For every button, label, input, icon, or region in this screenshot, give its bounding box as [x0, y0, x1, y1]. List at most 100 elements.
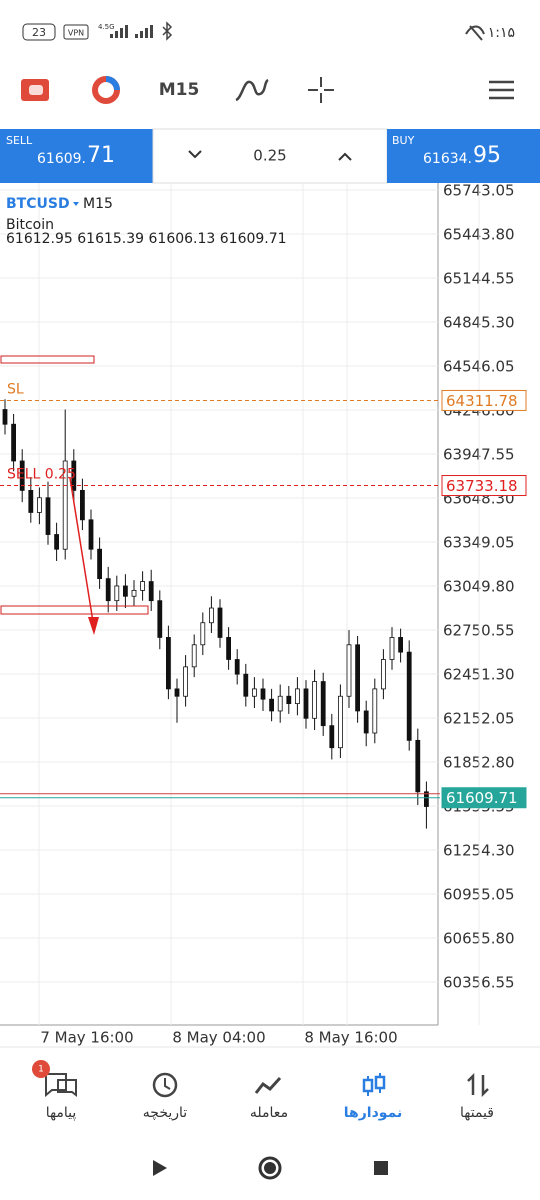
candle-body	[191, 644, 197, 668]
candle-body	[208, 607, 214, 624]
nav-label[interactable]: تاریخچه	[143, 1105, 188, 1121]
candle-body	[148, 581, 154, 602]
recents-button[interactable]	[374, 1161, 388, 1175]
price-level-tag	[441, 389, 527, 411]
home-button[interactable]	[258, 1156, 282, 1180]
buy-label: BUY	[392, 134, 415, 147]
candle-body	[165, 637, 171, 690]
drawn-rectangle	[0, 355, 95, 364]
candle-body	[294, 688, 300, 704]
candle-body	[363, 710, 369, 734]
candle-body	[320, 681, 326, 727]
candle-body	[71, 460, 77, 491]
candle-body	[380, 659, 386, 690]
chart: 65743.0565443.8065144.5564845.3064546.05…	[0, 182, 527, 1047]
candle-body	[140, 581, 146, 591]
candle-body	[423, 791, 429, 807]
price-level-name: SL	[7, 381, 24, 397]
time-tick-label: 8 May 16:00	[304, 1029, 397, 1047]
candle-body	[277, 695, 283, 712]
candle-body	[355, 644, 361, 712]
price-level-value: 63733.18	[446, 477, 518, 495]
candle-body	[54, 534, 59, 550]
candle-body	[97, 548, 102, 580]
nav-label[interactable]: نمودارها	[344, 1105, 402, 1121]
candle-body	[62, 460, 68, 550]
lot-size[interactable]: 0.25	[253, 147, 286, 165]
nav-label[interactable]: قیمتها	[460, 1105, 494, 1121]
lot-decrease[interactable]	[188, 150, 202, 159]
history-hand	[164, 1078, 171, 1090]
candle-body	[105, 578, 111, 602]
lot-increase[interactable]	[338, 152, 352, 161]
candle-body	[80, 489, 85, 521]
quotes-icon	[467, 1072, 489, 1098]
ohlc-values: 61612.95 61615.39 61606.13 61609.71	[6, 231, 287, 247]
buy-button[interactable]	[387, 129, 540, 183]
bluetooth-icon	[162, 21, 173, 41]
candle-body	[200, 622, 206, 646]
crosshair-button[interactable]	[308, 77, 334, 103]
candle-body	[234, 659, 240, 675]
vpn-label: VPN	[68, 29, 84, 38]
candle-body	[2, 409, 8, 425]
chart-timeframe: M15	[83, 196, 113, 212]
candle-body	[19, 460, 25, 491]
trade-icon	[254, 1076, 282, 1094]
price-level-name: SELL 0.25	[7, 467, 76, 483]
price-level-tag	[441, 787, 527, 809]
network-label: 4.5G	[98, 23, 115, 31]
sell-price: 61609.	[37, 151, 86, 167]
trend-arrow	[69, 477, 95, 629]
symbol-dropdown	[73, 202, 79, 206]
indicators-icon	[105, 76, 120, 91]
candle-body	[174, 688, 180, 697]
candle-body	[346, 644, 352, 697]
time-tick-label: 7 May 16:00	[40, 1029, 133, 1047]
symbols-icon	[29, 85, 43, 95]
symbol-name[interactable]: BTCUSD	[6, 196, 70, 212]
objects-button[interactable]	[235, 78, 269, 102]
toolbar: M15	[21, 76, 514, 104]
price-level-value: 64311.78	[446, 392, 518, 410]
symbol-description: Bitcoin	[6, 217, 54, 233]
candle-body	[243, 673, 249, 697]
candle-body	[123, 585, 128, 597]
candle-body	[372, 688, 378, 734]
charts-icon-candle	[374, 1075, 386, 1090]
chart-overlay	[0, 355, 149, 635]
messages-icon	[45, 1073, 77, 1098]
candle-body	[415, 739, 421, 793]
buy-price-pips: 95	[473, 143, 501, 168]
timeframe-button[interactable]: M15	[159, 80, 200, 100]
price-level-tag	[441, 475, 527, 497]
nav-label[interactable]: پیامها	[46, 1105, 77, 1121]
bottom-nav	[0, 1047, 540, 1135]
candle-body	[286, 695, 292, 704]
candle-body	[226, 637, 232, 660]
candle-body	[131, 589, 137, 597]
arrow-head	[88, 617, 99, 635]
candle-body	[389, 637, 395, 660]
battery-level: 23	[32, 26, 46, 39]
candle-body	[157, 600, 163, 638]
menu-button[interactable]	[489, 80, 514, 100]
charts-icon-candle	[362, 1078, 374, 1093]
alarm-off-icon	[465, 25, 485, 41]
candle-body	[45, 497, 51, 535]
drawn-rectangle	[0, 605, 149, 615]
signal-icon	[110, 25, 153, 38]
nav-label[interactable]: معامله	[250, 1105, 288, 1121]
candle-body	[217, 607, 223, 638]
candle-body	[114, 585, 120, 602]
candle-body	[398, 637, 404, 653]
sell-price-pips: 71	[87, 143, 115, 168]
sell-button[interactable]	[0, 129, 153, 183]
battery-icon	[22, 23, 56, 41]
clock: ۱:۱۵	[488, 25, 515, 41]
vpn-icon	[63, 24, 89, 40]
back-button[interactable]	[153, 1160, 167, 1176]
candle-body	[183, 666, 189, 697]
nav-labels: پیامها تاریخچه معامله نمودارها قیمتها	[46, 1105, 494, 1121]
